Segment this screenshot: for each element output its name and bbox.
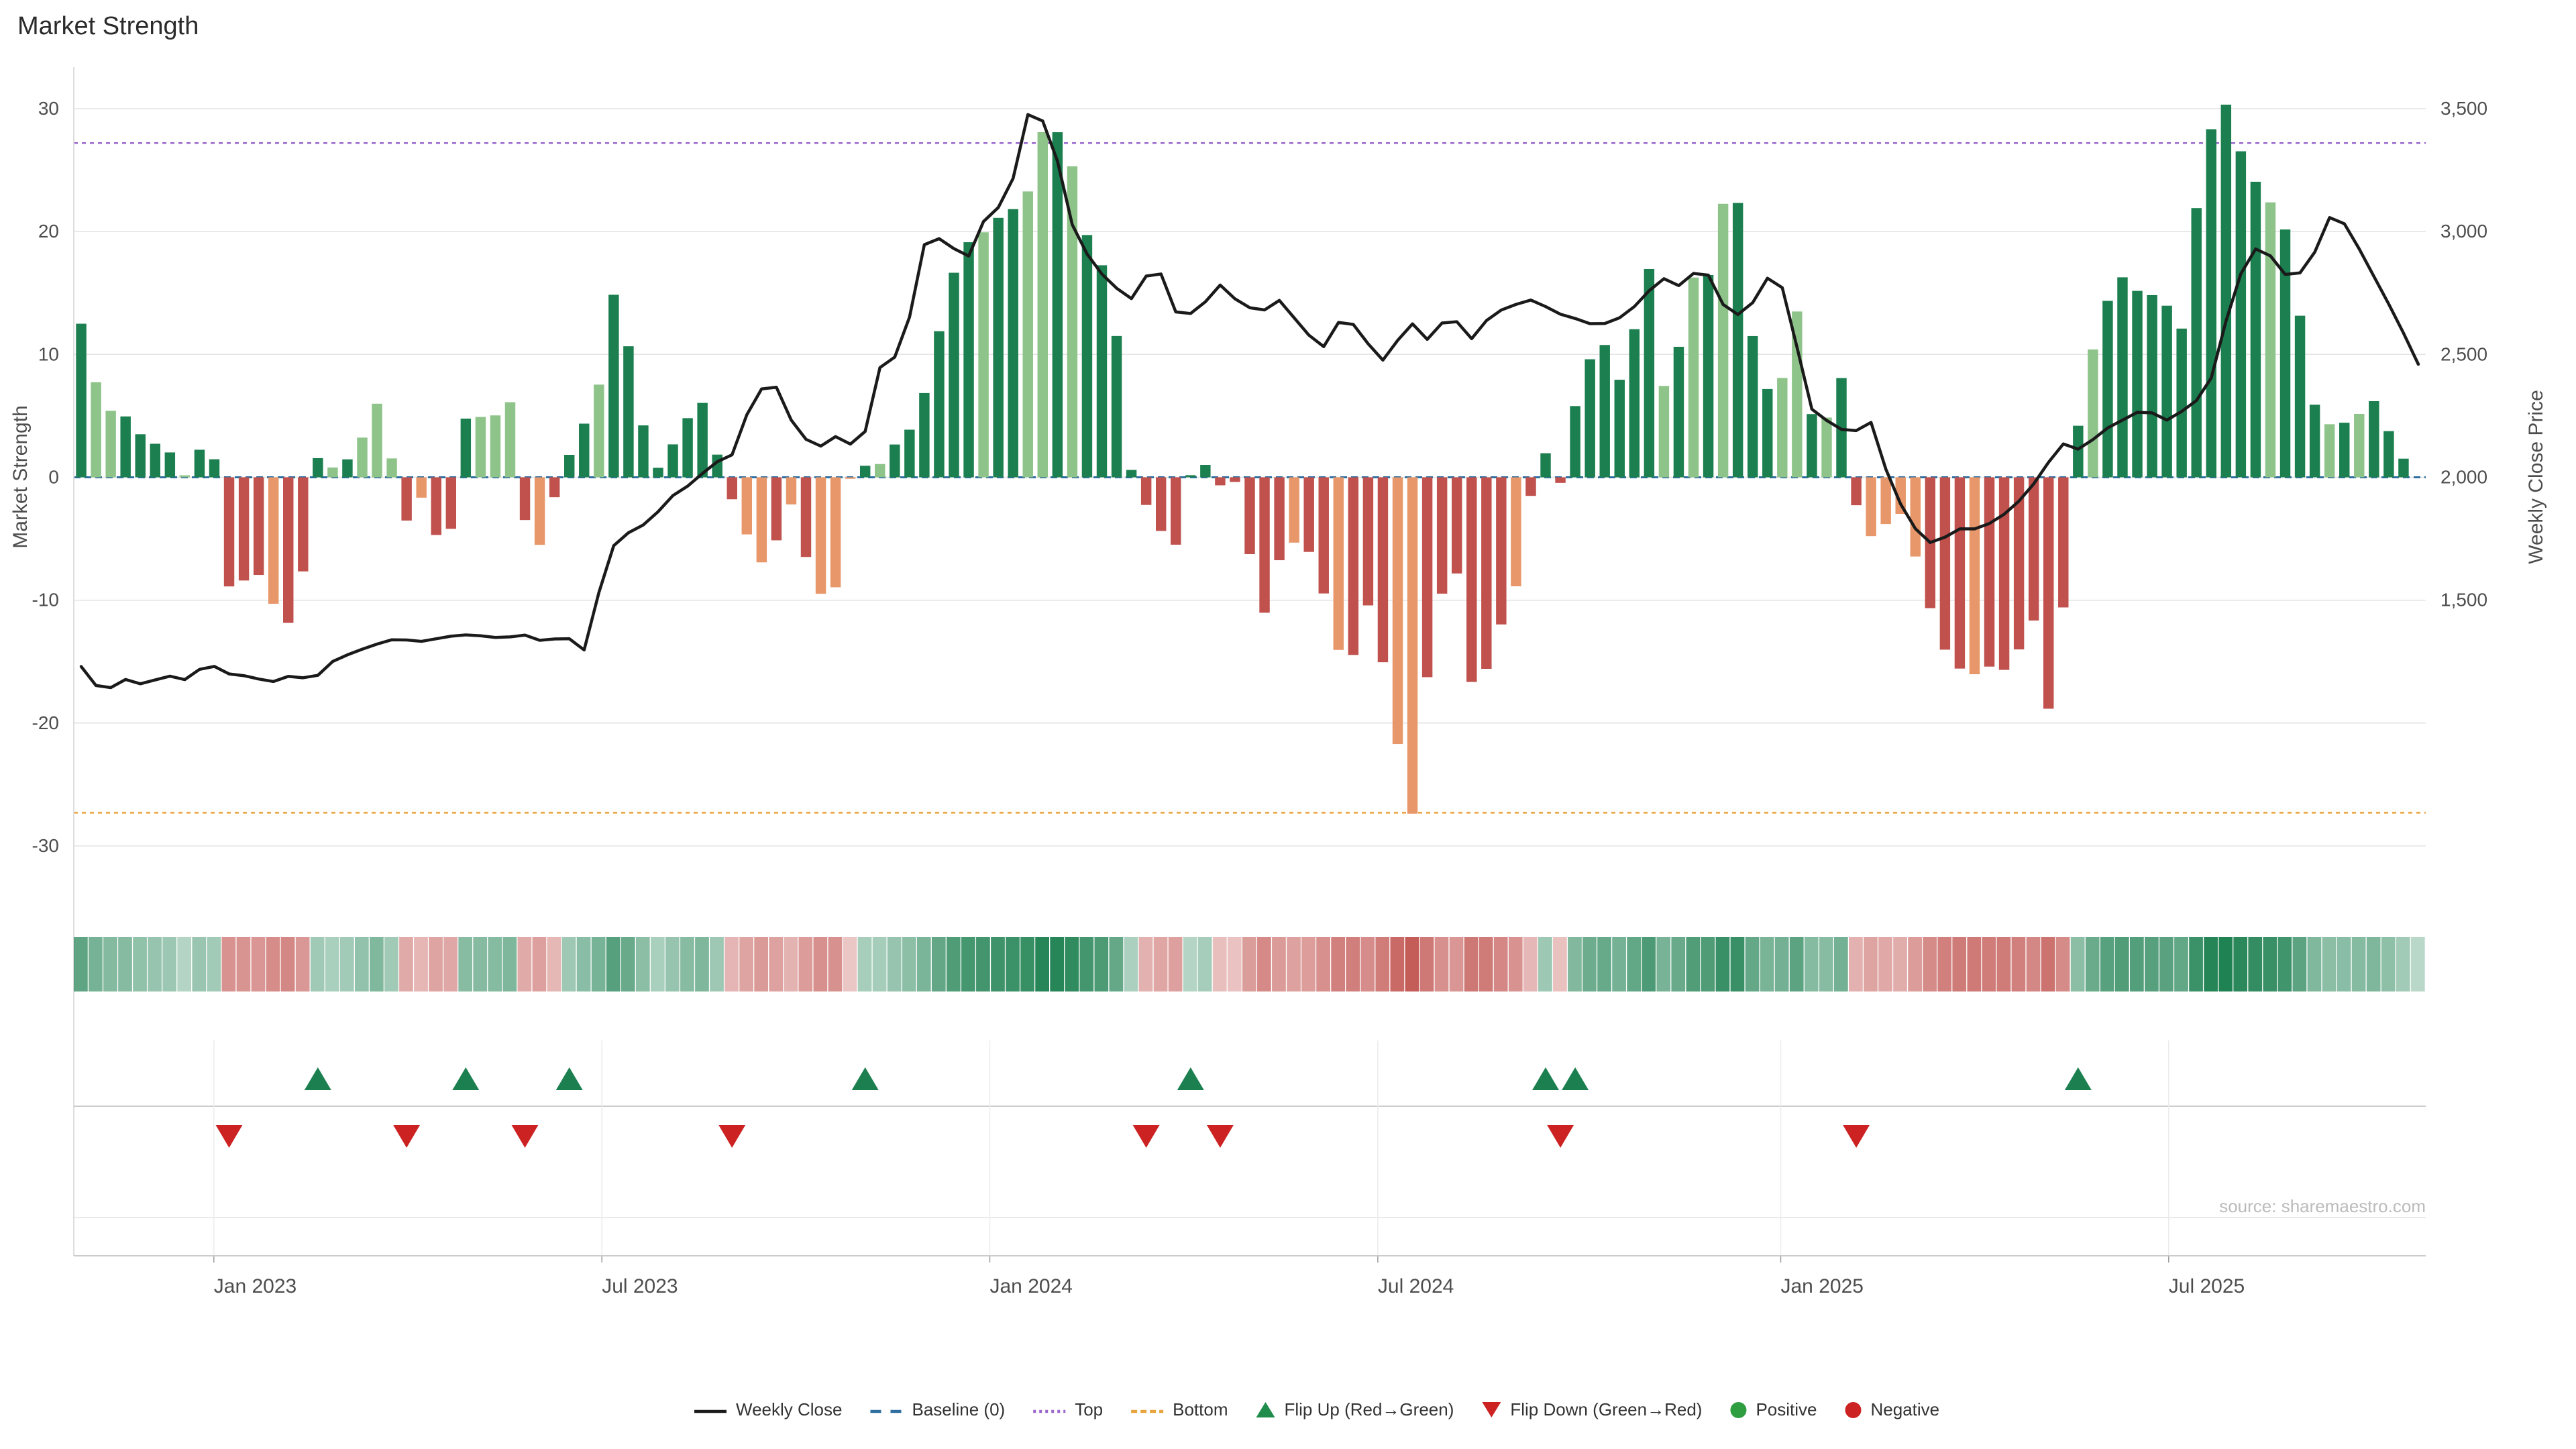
svg-text:Jul 2023: Jul 2023 <box>602 1275 678 1297</box>
svg-text:Market Strength: Market Strength <box>9 405 32 548</box>
svg-text:30: 30 <box>38 98 59 119</box>
svg-text:3,000: 3,000 <box>2440 221 2487 241</box>
svg-text:Baseline (0): Baseline (0) <box>912 1399 1005 1419</box>
svg-text:-10: -10 <box>32 590 59 610</box>
svg-text:-30: -30 <box>32 835 59 856</box>
svg-text:Jul 2025: Jul 2025 <box>2169 1275 2245 1297</box>
svg-text:Jan 2023: Jan 2023 <box>214 1275 297 1297</box>
svg-text:10: 10 <box>38 343 59 364</box>
svg-text:Jan 2024: Jan 2024 <box>990 1275 1073 1297</box>
svg-text:Jul 2024: Jul 2024 <box>1378 1275 1454 1297</box>
svg-text:Flip Up (Red→Green): Flip Up (Red→Green) <box>1285 1399 1454 1419</box>
svg-text:Jan 2025: Jan 2025 <box>1781 1275 1864 1297</box>
svg-text:Positive: Positive <box>1756 1399 1817 1419</box>
svg-text:Bottom: Bottom <box>1173 1399 1228 1419</box>
svg-text:1,500: 1,500 <box>2440 590 2487 610</box>
svg-text:Weekly Close Price: Weekly Close Price <box>2525 390 2547 564</box>
svg-text:20: 20 <box>38 221 59 241</box>
svg-text:Flip Down (Green→Red): Flip Down (Green→Red) <box>1510 1399 1702 1419</box>
svg-text:source: sharemaestro.com: source: sharemaestro.com <box>2219 1196 2426 1216</box>
svg-text:3,500: 3,500 <box>2440 98 2487 119</box>
svg-text:2,500: 2,500 <box>2440 343 2487 364</box>
svg-text:0: 0 <box>48 467 59 488</box>
svg-text:-20: -20 <box>32 712 59 733</box>
svg-text:Top: Top <box>1075 1399 1103 1419</box>
svg-text:Weekly Close: Weekly Close <box>736 1399 842 1419</box>
svg-text:Negative: Negative <box>1871 1399 1940 1419</box>
svg-text:2,000: 2,000 <box>2440 467 2487 488</box>
